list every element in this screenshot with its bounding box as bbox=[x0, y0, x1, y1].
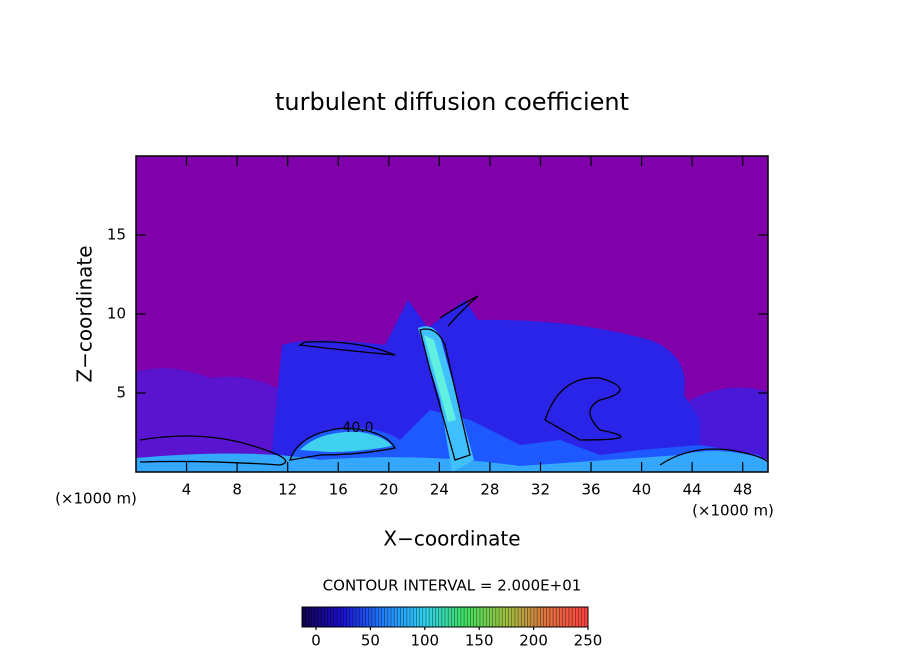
chart-title: turbulent diffusion coefficient bbox=[275, 88, 629, 116]
y-axis-title: Z−coordinate bbox=[73, 245, 97, 382]
field-region bbox=[300, 431, 392, 452]
contour-line bbox=[298, 341, 396, 356]
y-tick-label: 10 bbox=[107, 305, 126, 323]
colorbar-tick-label: 50 bbox=[361, 632, 380, 650]
x-tick-label: 20 bbox=[379, 481, 398, 499]
x-tick-label: 40 bbox=[632, 481, 651, 499]
x-tick-label: 48 bbox=[733, 481, 752, 499]
field-region bbox=[290, 410, 768, 472]
x-tick-label: 8 bbox=[232, 481, 242, 499]
x-unit-label: (×1000 m) bbox=[692, 502, 774, 520]
field-region bbox=[424, 335, 456, 422]
x-tick-label: 24 bbox=[430, 481, 449, 499]
contour-line bbox=[289, 427, 397, 461]
contour-line bbox=[439, 295, 479, 327]
y-tick-label: 15 bbox=[107, 226, 126, 244]
x-tick-label: 44 bbox=[683, 481, 702, 499]
x-unit-label: (×1000 m) bbox=[55, 490, 137, 508]
x-tick-label: 4 bbox=[182, 481, 192, 499]
contour-line bbox=[419, 328, 471, 461]
x-tick-label: 12 bbox=[278, 481, 297, 499]
x-tick-label: 32 bbox=[531, 481, 550, 499]
colorbar-tick-label: 150 bbox=[465, 632, 494, 650]
contour-label: 40.0 bbox=[342, 420, 373, 436]
contour-line bbox=[659, 448, 769, 466]
colorbar-tick-label: 200 bbox=[519, 632, 548, 650]
contour-line bbox=[139, 435, 287, 466]
colorbar-tick-label: 0 bbox=[311, 632, 321, 650]
contour-interval: CONTOUR INTERVAL = 2.000E+01 bbox=[323, 577, 582, 595]
colorbar-tick-label: 100 bbox=[410, 632, 439, 650]
field-region bbox=[270, 300, 700, 472]
x-tick-label: 28 bbox=[480, 481, 499, 499]
x-tick-label: 16 bbox=[329, 481, 348, 499]
y-tick-label: 5 bbox=[116, 384, 126, 402]
colorbar-tick-label: 250 bbox=[574, 632, 603, 650]
field: 40.0 bbox=[136, 156, 769, 472]
x-tick-label: 36 bbox=[581, 481, 600, 499]
contour-line bbox=[544, 377, 622, 441]
x-axis-title: X−coordinate bbox=[383, 527, 520, 551]
field-region bbox=[136, 368, 285, 472]
